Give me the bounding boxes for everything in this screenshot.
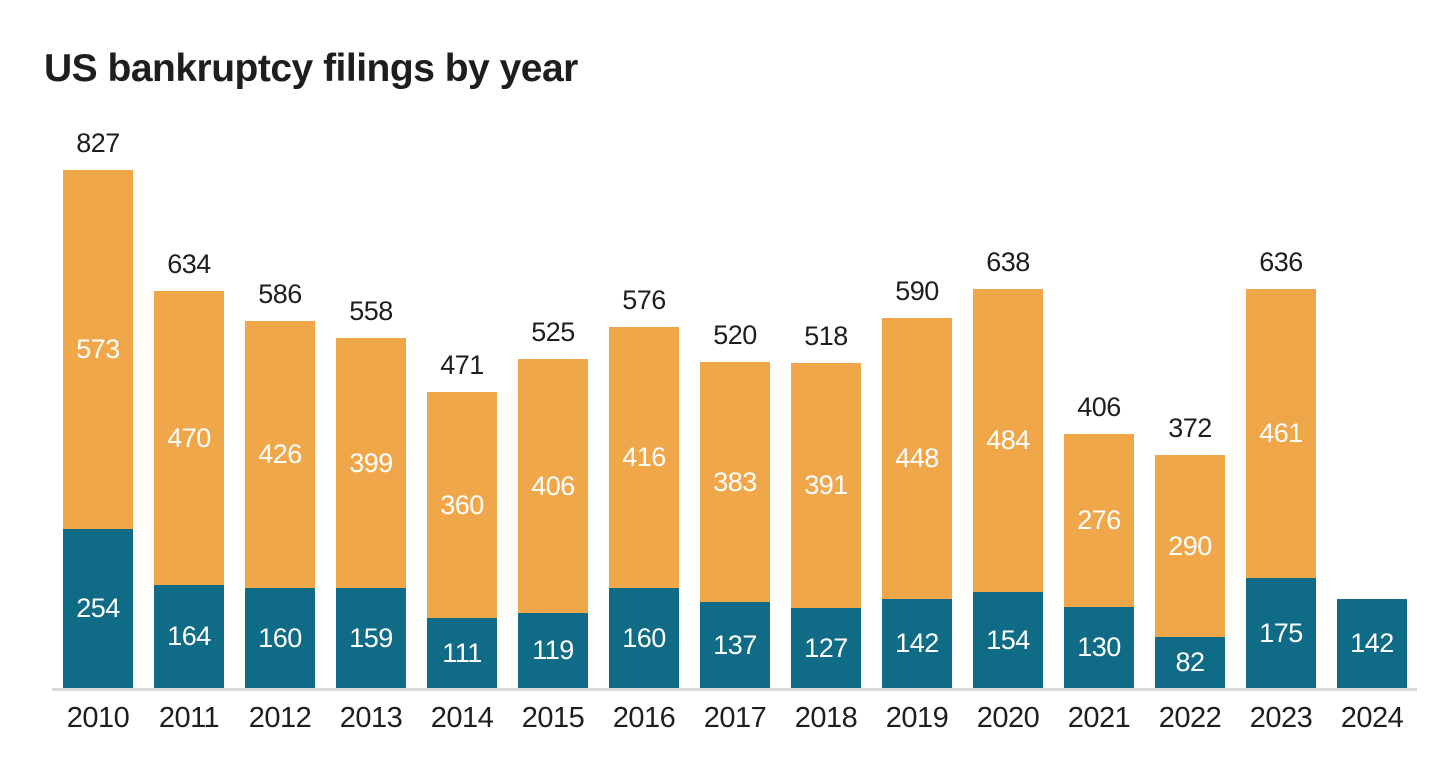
segment-value-label: 573 — [76, 334, 120, 364]
segment-value-label: 406 — [531, 470, 575, 501]
segment-value-label: 470 — [167, 422, 211, 453]
segment-value-label: 111 — [442, 637, 482, 668]
bar-segment-orange-2010: 573 — [63, 170, 133, 529]
segment-value-label: 127 — [804, 632, 848, 663]
segment-value-label: 142 — [895, 628, 939, 658]
segment-value-label: 137 — [713, 629, 757, 660]
total-label-2016: 576 — [622, 285, 666, 315]
total-label-2010: 827 — [76, 128, 120, 158]
segment-value-label: 426 — [258, 439, 302, 469]
bar-segment-teal-2023: 175 — [1246, 578, 1316, 688]
total-label-2017: 520 — [713, 320, 757, 350]
bar-segment-teal-2013: 159 — [336, 588, 406, 688]
segment-value-label: 119 — [532, 635, 574, 665]
bar-segment-orange-2022: 290 — [1155, 455, 1225, 637]
bar-segment-teal-2010: 254 — [63, 529, 133, 688]
segment-value-label: 82 — [1175, 647, 1205, 677]
bar-segment-orange-2018: 391 — [791, 363, 861, 608]
total-label-2011: 634 — [167, 249, 211, 279]
x-tick-label-2012: 2012 — [248, 702, 312, 734]
x-tick-label-2019: 2019 — [885, 702, 949, 734]
bar-segment-orange-2012: 426 — [245, 321, 315, 588]
segment-value-label: 461 — [1259, 418, 1303, 448]
total-label-2019: 590 — [895, 276, 939, 306]
total-label-2012: 586 — [258, 279, 302, 309]
segment-value-label: 416 — [622, 442, 666, 472]
bar-segment-orange-2015: 406 — [518, 359, 588, 613]
segment-value-label: 160 — [622, 622, 666, 653]
total-label-2023: 636 — [1259, 247, 1303, 277]
bar-segment-orange-2023: 461 — [1246, 289, 1316, 578]
x-axis-line — [52, 688, 1417, 691]
segment-value-label: 164 — [167, 621, 211, 651]
bar-segment-teal-2024: 142 — [1337, 599, 1407, 688]
bar-segment-teal-2011: 164 — [154, 585, 224, 688]
total-label-2020: 638 — [986, 247, 1030, 277]
segment-value-label: 290 — [1168, 530, 1212, 561]
segment-value-label: 276 — [1077, 505, 1121, 535]
segment-value-label: 160 — [258, 622, 302, 653]
bar-segment-teal-2017: 137 — [700, 602, 770, 688]
bar-segment-teal-2014: 111 — [427, 618, 497, 688]
segment-value-label: 399 — [349, 447, 393, 478]
total-label-2013: 558 — [349, 296, 393, 326]
segment-value-label: 159 — [349, 622, 393, 653]
bar-segment-orange-2021: 276 — [1064, 434, 1134, 607]
total-label-2018: 518 — [804, 321, 848, 351]
segment-value-label: 142 — [1350, 628, 1394, 658]
x-tick-label-2021: 2021 — [1067, 702, 1131, 734]
bar-segment-teal-2016: 160 — [609, 588, 679, 688]
x-tick-label-2022: 2022 — [1158, 702, 1222, 734]
bar-segment-orange-2019: 448 — [882, 318, 952, 599]
segment-value-label: 175 — [1259, 617, 1303, 648]
x-tick-label-2023: 2023 — [1249, 702, 1313, 734]
x-tick-label-2024: 2024 — [1340, 702, 1404, 734]
total-label-2022: 372 — [1168, 413, 1212, 443]
segment-value-label: 383 — [713, 466, 757, 497]
bar-segment-teal-2021: 130 — [1064, 607, 1134, 688]
bar-segment-teal-2015: 119 — [518, 613, 588, 688]
bar-segment-teal-2022: 82 — [1155, 637, 1225, 688]
x-tick-label-2018: 2018 — [794, 702, 858, 734]
segment-value-label: 360 — [440, 489, 484, 520]
segment-value-label: 130 — [1077, 632, 1121, 662]
total-label-2015: 525 — [531, 317, 575, 347]
segment-value-label: 391 — [804, 470, 848, 500]
bar-segment-orange-2016: 416 — [609, 327, 679, 588]
bar-segment-orange-2014: 360 — [427, 392, 497, 618]
bar-segment-orange-2017: 383 — [700, 362, 770, 602]
bar-segment-teal-2012: 160 — [245, 588, 315, 688]
x-tick-label-2017: 2017 — [703, 702, 767, 734]
x-tick-label-2020: 2020 — [976, 702, 1040, 734]
total-label-2014: 471 — [440, 350, 484, 380]
x-tick-label-2016: 2016 — [612, 702, 676, 734]
bar-segment-orange-2011: 470 — [154, 291, 224, 585]
bar-segment-teal-2018: 127 — [791, 608, 861, 688]
total-label-2021: 406 — [1077, 392, 1121, 422]
bar-segment-orange-2013: 399 — [336, 338, 406, 588]
x-tick-label-2013: 2013 — [339, 702, 403, 734]
x-tick-label-2011: 2011 — [158, 702, 220, 734]
bar-segment-teal-2020: 154 — [973, 592, 1043, 688]
chart-title: US bankruptcy filings by year — [44, 47, 578, 90]
segment-value-label: 154 — [986, 624, 1030, 655]
bar-segment-teal-2019: 142 — [882, 599, 952, 688]
x-tick-label-2010: 2010 — [66, 702, 130, 734]
x-tick-label-2014: 2014 — [430, 702, 494, 734]
x-tick-label-2015: 2015 — [521, 702, 585, 734]
segment-value-label: 448 — [895, 443, 939, 473]
segment-value-label: 254 — [76, 593, 120, 623]
segment-value-label: 484 — [986, 425, 1030, 455]
bar-segment-orange-2020: 484 — [973, 289, 1043, 592]
